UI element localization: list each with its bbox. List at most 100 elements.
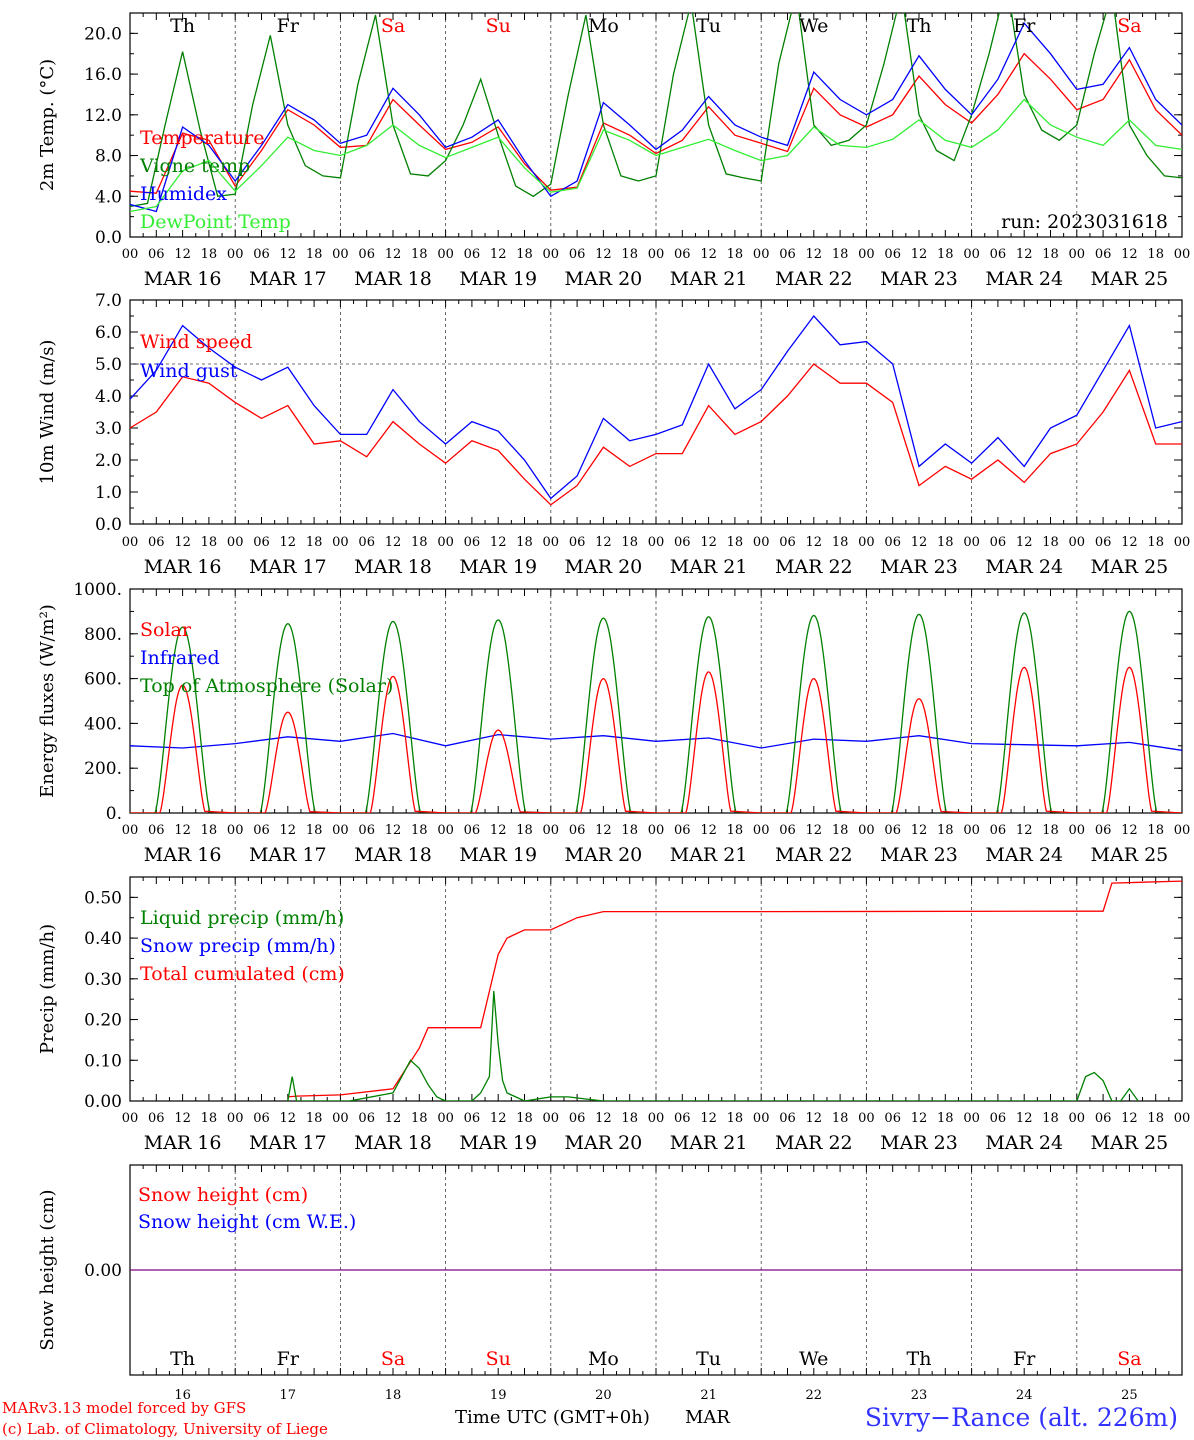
hour-label: 06: [148, 1111, 165, 1126]
y-tick-label: 0.00: [84, 1261, 122, 1281]
solar-curve: [971, 666, 1077, 813]
date-label: MAR 23: [880, 268, 958, 290]
day-number-label: 16: [174, 1388, 191, 1403]
toa-solar-curve: [761, 614, 867, 813]
hour-label: 18: [306, 247, 323, 262]
hour-label: 06: [253, 535, 270, 550]
hour-label: 00: [1174, 1111, 1191, 1126]
hour-label: 12: [1016, 1111, 1033, 1126]
hour-label: 00: [753, 1111, 770, 1126]
date-label: MAR 25: [1091, 268, 1169, 290]
date-label: MAR 17: [249, 268, 327, 290]
y-tick-label: 0.50: [84, 888, 122, 908]
hour-label: 12: [1121, 823, 1138, 838]
hour-label: 00: [437, 535, 454, 550]
date-label: MAR 24: [985, 1132, 1063, 1154]
day-number-label: 17: [280, 1388, 297, 1403]
hour-label: 18: [621, 535, 638, 550]
hour-label: 12: [700, 247, 717, 262]
credit-line-1: MARv3.13 model forced by GFS: [2, 1399, 246, 1417]
date-label: MAR 17: [249, 1132, 327, 1154]
hour-label: 18: [201, 1111, 218, 1126]
hour-label: 00: [1069, 535, 1086, 550]
hour-label: 00: [122, 535, 139, 550]
day-number-label: 21: [700, 1388, 717, 1403]
hour-label: 12: [911, 1111, 928, 1126]
run-label: run: 2023031618: [1001, 211, 1168, 233]
hour-label: 18: [1147, 1111, 1164, 1126]
hour-label: 06: [464, 247, 481, 262]
hour-label: 12: [385, 247, 402, 262]
hour-label: 06: [1095, 247, 1112, 262]
date-label: MAR 24: [985, 268, 1063, 290]
hour-label: 06: [569, 535, 586, 550]
date-label: MAR 18: [354, 268, 432, 290]
hour-label: 00: [648, 535, 665, 550]
hour-label: 12: [1016, 823, 1033, 838]
hour-label: 00: [437, 247, 454, 262]
hour-label: 12: [1121, 247, 1138, 262]
hour-label: 00: [332, 1111, 349, 1126]
hour-label: 00: [1069, 247, 1086, 262]
hour-label: 12: [490, 247, 507, 262]
hour-label: 12: [174, 823, 191, 838]
date-label: MAR 25: [1091, 1132, 1169, 1154]
hour-label: 12: [806, 535, 823, 550]
hour-label: 00: [122, 1111, 139, 1126]
hour-label: 18: [1147, 247, 1164, 262]
panel-frame-3: [129, 588, 1183, 814]
date-label: MAR 19: [459, 844, 537, 866]
day-number-label: 23: [911, 1388, 928, 1403]
hour-label: 06: [569, 1111, 586, 1126]
weekday-label: Th: [907, 15, 932, 37]
hour-label: 06: [253, 823, 270, 838]
y-tick-label: 1.0: [95, 483, 122, 503]
weekday-label: Mo: [588, 1348, 619, 1370]
date-label: MAR 16: [144, 1132, 222, 1154]
date-label: MAR 18: [354, 556, 432, 578]
hour-label: 18: [1042, 535, 1059, 550]
series-line-liquid-precip: [287, 990, 1139, 1101]
hour-label: 00: [858, 1111, 875, 1126]
date-label: MAR 17: [249, 556, 327, 578]
y-tick-label: 2.0: [95, 451, 122, 471]
legend-entry: Humidex: [140, 183, 227, 205]
hour-label: 06: [884, 247, 901, 262]
hour-label: 00: [122, 247, 139, 262]
y-axis-title: 10m Wind (m/s): [37, 340, 58, 485]
y-tick-label: 600.: [84, 670, 122, 690]
hour-label: 06: [884, 535, 901, 550]
hour-label: 06: [148, 535, 165, 550]
y-tick-label: 0.20: [84, 1011, 122, 1031]
weekday-label: Sa: [381, 1348, 405, 1370]
weekday-label: Su: [486, 1348, 511, 1370]
y-axis-title: Snow height (cm): [37, 1189, 58, 1350]
series-line-temperature: [130, 52, 1182, 194]
y-tick-label: 16.0: [84, 65, 122, 85]
y-axis-title: Precip (mm/h): [37, 924, 58, 1054]
weekday-label: Fr: [277, 1348, 300, 1370]
day-number-label: 20: [595, 1388, 612, 1403]
date-label: MAR 21: [670, 268, 748, 290]
date-label: MAR 19: [459, 268, 537, 290]
date-label: MAR 23: [880, 1132, 958, 1154]
day-number-label: 25: [1121, 1388, 1138, 1403]
y-tick-label: 0.30: [84, 970, 122, 990]
hour-label: 00: [543, 247, 560, 262]
panel-series-1: [130, 13, 1182, 213]
hour-label: 00: [1174, 535, 1191, 550]
hour-label: 00: [543, 535, 560, 550]
y-tick-label: 0.10: [84, 1051, 122, 1071]
hour-label: 00: [227, 823, 244, 838]
hour-label: 06: [674, 1111, 691, 1126]
hour-label: 18: [621, 823, 638, 838]
date-label: MAR 21: [670, 844, 748, 866]
hour-label: 12: [806, 247, 823, 262]
x-axis-title: Time UTC (GMT+0h): [455, 1407, 650, 1428]
date-label: MAR 18: [354, 844, 432, 866]
y-axis-title: 2m Temp. (°C): [37, 59, 58, 191]
hour-label: 00: [963, 247, 980, 262]
date-label: MAR 22: [775, 268, 853, 290]
date-label: MAR 22: [775, 844, 853, 866]
hour-label: 06: [990, 1111, 1007, 1126]
